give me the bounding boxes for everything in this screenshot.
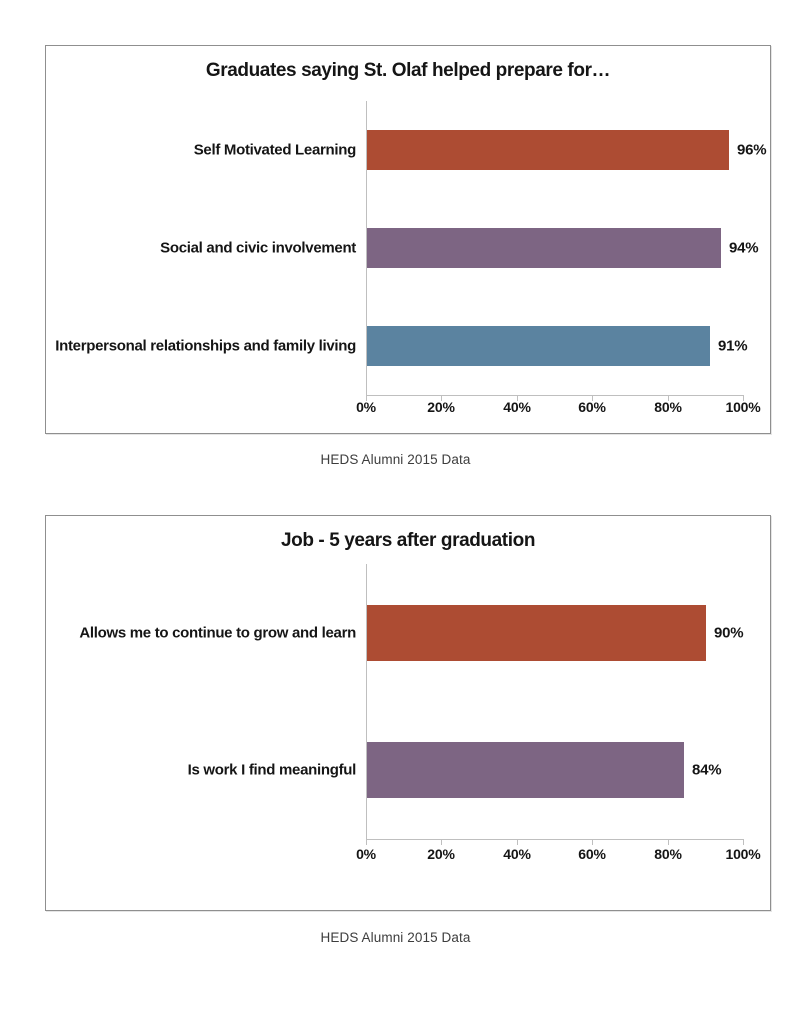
chart-title: Job - 5 years after graduation xyxy=(280,530,536,551)
x-axis-tick xyxy=(517,396,518,401)
value-label: 94% xyxy=(729,239,759,257)
x-axis-tick-label: 80% xyxy=(654,846,682,862)
x-axis-tick-label: 100% xyxy=(725,399,761,415)
x-axis-tick-label: 100% xyxy=(725,846,761,862)
x-axis-tick-label: 80% xyxy=(654,399,682,415)
x-axis-tick xyxy=(743,396,744,401)
x-axis-tick-label: 40% xyxy=(503,846,531,862)
x-axis-tick xyxy=(366,840,367,845)
x-axis-tick-label: 60% xyxy=(578,846,606,862)
value-label: 84% xyxy=(692,761,722,779)
source-caption: HEDS Alumni 2015 Data xyxy=(320,930,471,945)
x-axis-tick-label: 40% xyxy=(503,399,531,415)
category-label: Social and civic involvement xyxy=(160,239,356,257)
plot-area: 0% 20% 40% 60% 80% 100% Allows me to continue … xyxy=(46,516,770,910)
value-label: 96% xyxy=(737,141,767,159)
bar-2 xyxy=(367,228,721,268)
y-axis-line xyxy=(366,564,367,839)
x-axis-tick xyxy=(668,396,669,401)
value-label: 91% xyxy=(718,337,748,355)
x-axis-tick-label: 0% xyxy=(356,399,376,415)
bar-2 xyxy=(367,742,684,798)
y-axis-line xyxy=(366,101,367,395)
category-label: Self Motivated Learning xyxy=(193,141,357,159)
bar-1 xyxy=(367,130,729,170)
chart-frame-job: Job - 5 years after graduation 0% 20% 40% 6… xyxy=(45,515,771,911)
x-axis-tick xyxy=(743,840,744,845)
x-axis-tick xyxy=(592,840,593,845)
x-axis-tick-label: 20% xyxy=(427,399,455,415)
x-axis-tick xyxy=(441,840,442,845)
x-axis-tick xyxy=(592,396,593,401)
x-axis-tick-label: 20% xyxy=(427,846,455,862)
source-caption: HEDS Alumni 2015 Data xyxy=(320,452,471,467)
plot-area: 0% 20% 40% 60% 80% 100% Self Motivated Learnin… xyxy=(46,46,770,433)
x-axis-line xyxy=(366,839,744,840)
x-axis-tick-label: 60% xyxy=(578,399,606,415)
x-axis-tick xyxy=(668,840,669,845)
x-axis-tick-label: 0% xyxy=(356,846,376,862)
chart-frame-graduates: Graduates saying St. Olaf helped prepare… xyxy=(45,45,771,434)
value-label: 90% xyxy=(714,624,744,642)
x-axis-tick xyxy=(366,396,367,401)
bar-1 xyxy=(367,605,706,661)
x-axis-tick xyxy=(441,396,442,401)
category-label: Allows me to continue to grow and learn xyxy=(79,624,356,642)
chart-title: Graduates saying St. Olaf helped prepare… xyxy=(205,60,611,81)
bar-3 xyxy=(367,326,710,366)
x-axis-line xyxy=(366,395,744,396)
x-axis-tick xyxy=(517,840,518,845)
category-label: Interpersonal relationships and family l… xyxy=(55,337,356,355)
category-label: Is work I find meaningful xyxy=(187,761,357,779)
